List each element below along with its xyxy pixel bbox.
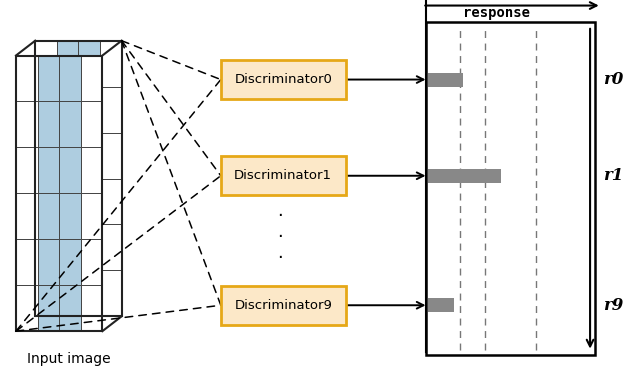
Bar (221, 286, 346, 325)
Bar (38, 101, 60, 147)
Bar (81, 101, 102, 147)
Bar (79, 87, 100, 132)
Text: Discriminator9: Discriminator9 (234, 299, 332, 312)
Bar (57, 225, 79, 270)
Bar (100, 270, 122, 316)
Bar (16, 193, 38, 239)
Bar (79, 41, 100, 87)
Bar (16, 147, 38, 193)
Bar (100, 179, 122, 225)
Text: r9: r9 (603, 297, 623, 314)
Bar (38, 285, 60, 331)
Text: ·
·
·: · · · (278, 207, 283, 267)
Bar (81, 147, 102, 193)
Bar (35, 87, 57, 132)
Text: Discriminator1: Discriminator1 (234, 169, 332, 182)
Bar (100, 87, 122, 132)
Text: Discriminator0: Discriminator0 (234, 73, 332, 86)
Bar (221, 60, 346, 99)
Bar (35, 225, 57, 270)
Bar (60, 56, 81, 101)
Bar (57, 41, 79, 87)
Bar (38, 56, 60, 101)
Bar (38, 147, 60, 193)
Bar (35, 41, 122, 316)
Text: r1: r1 (603, 167, 623, 184)
Bar (57, 87, 79, 132)
Bar (428, 73, 463, 87)
Bar (428, 169, 501, 183)
Bar (35, 270, 57, 316)
Text: Input image: Input image (27, 352, 111, 366)
Bar (16, 56, 102, 331)
Bar (81, 285, 102, 331)
Bar (79, 225, 100, 270)
Text: response: response (463, 6, 531, 20)
Bar (35, 132, 57, 179)
Bar (35, 41, 57, 87)
Bar (81, 56, 102, 101)
Bar (100, 41, 122, 87)
Bar (38, 193, 60, 239)
Bar (57, 179, 79, 225)
Bar (428, 298, 454, 312)
Bar (60, 285, 81, 331)
Bar (426, 22, 595, 355)
Bar (35, 179, 57, 225)
Bar (100, 132, 122, 179)
Bar (16, 101, 38, 147)
Bar (60, 193, 81, 239)
Bar (16, 56, 38, 101)
Text: r0: r0 (603, 71, 623, 88)
Bar (100, 225, 122, 270)
Bar (60, 239, 81, 285)
Bar (79, 270, 100, 316)
Bar (60, 147, 81, 193)
Bar (81, 193, 102, 239)
Bar (38, 239, 60, 285)
Bar (60, 101, 81, 147)
Bar (16, 285, 38, 331)
Bar (57, 132, 79, 179)
Bar (79, 132, 100, 179)
Bar (79, 179, 100, 225)
Bar (16, 239, 38, 285)
Bar (57, 270, 79, 316)
Bar (221, 156, 346, 195)
Bar (81, 239, 102, 285)
